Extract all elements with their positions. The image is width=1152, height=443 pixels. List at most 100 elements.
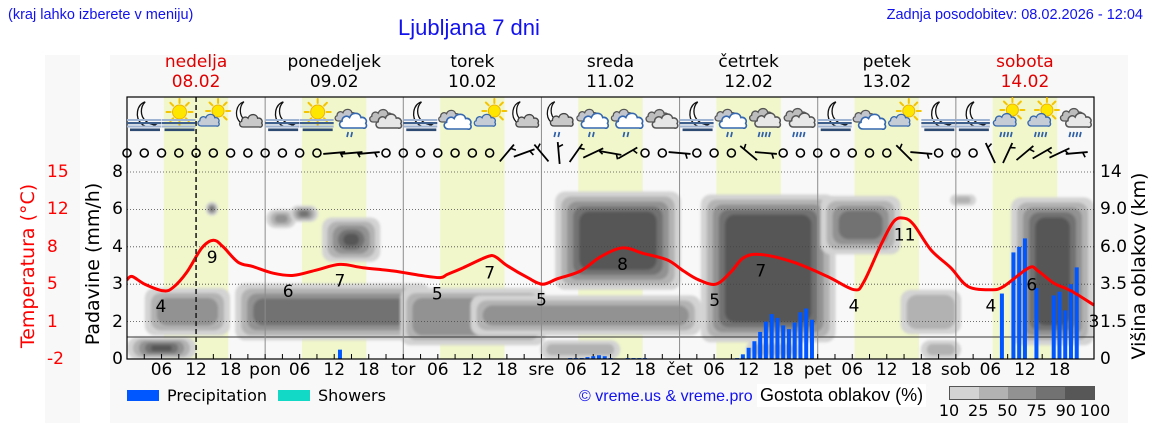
- precipitation-bar: [1063, 310, 1068, 359]
- calm-wind-icon: [433, 148, 443, 158]
- calm-wind-icon: [277, 148, 288, 158]
- x-tick-label: 06: [565, 360, 587, 380]
- x-tick-label: 12: [323, 360, 346, 380]
- calm-wind-icon: [951, 148, 961, 158]
- precipitation-bar: [798, 312, 803, 359]
- x-tick-label: 18: [219, 360, 242, 380]
- precipitation-tick: 8: [112, 162, 123, 182]
- temperature-tick: 8: [47, 236, 58, 257]
- cloud-drizzle-icon: [334, 108, 368, 138]
- temperature-value-label: 6: [1026, 276, 1037, 296]
- precipitation-bar: [786, 329, 791, 359]
- moon-fog-icon: [127, 101, 161, 132]
- temperature-curve: [125, 216, 1095, 307]
- wind-row: [122, 141, 1088, 165]
- x-tick-label: 06: [426, 360, 449, 380]
- cloud-density-heatmap: [127, 191, 1094, 359]
- wind-barb-icon: [1032, 146, 1053, 160]
- precipitation-bar: [602, 356, 607, 359]
- precipitation-bar: [999, 293, 1004, 359]
- scale-label: 100: [1079, 401, 1111, 420]
- precipitation-bar: [763, 321, 768, 359]
- scale-swatch-50: [1007, 387, 1037, 399]
- moon-fog-icon: [403, 101, 438, 132]
- precipitation-bar: [591, 356, 596, 359]
- cloud-height-tick: 3.5: [1100, 274, 1128, 295]
- calm-wind-icon: [156, 148, 167, 158]
- temperature-value-label: 5: [432, 284, 443, 304]
- precipitation-bar: [1022, 238, 1027, 359]
- wind-barb-icon: [895, 143, 913, 162]
- x-tick-label: sob: [940, 360, 971, 380]
- day-name: četrtek: [718, 52, 779, 72]
- day-name: nedelja: [164, 52, 228, 72]
- last-updated: Zadnja posodobitev: 08.02.2026 - 12:04: [886, 7, 1143, 23]
- precipitation-bar: [781, 325, 786, 359]
- x-tick-label: sre: [528, 360, 555, 380]
- cloud-density-area: [253, 298, 413, 326]
- precipitation-bar: [752, 341, 757, 359]
- precipitation-tick: 2: [112, 311, 123, 332]
- calm-wind-icon: [225, 148, 236, 158]
- calm-wind-icon: [881, 148, 892, 158]
- temperature-value-label: 6: [283, 282, 294, 302]
- temperature-value-label: 7: [335, 271, 346, 291]
- scale-swatch-90: [1065, 387, 1094, 399]
- precipitation-bar: [596, 355, 601, 359]
- day-date: 13.02: [862, 72, 912, 92]
- calm-wind-icon: [830, 148, 840, 158]
- precipitation-tick: 3: [112, 274, 123, 295]
- precipitation-bar: [337, 349, 342, 359]
- temperature-value-label: 8: [617, 255, 628, 275]
- cloud-density-scale: [949, 386, 1095, 400]
- calm-wind-icon: [692, 148, 702, 158]
- precipitation-bar: [1057, 291, 1062, 359]
- cloud-height-tick: 0: [1100, 349, 1111, 369]
- x-tick-label: 12: [185, 360, 207, 380]
- scale-swatch-75: [1036, 387, 1066, 399]
- day-date: 11.02: [586, 72, 635, 92]
- moon-cloud-icon: [235, 101, 263, 128]
- day-date: 14.02: [1000, 72, 1050, 92]
- x-tick-label: 06: [841, 360, 864, 380]
- sun-cloud-icon: [888, 98, 922, 127]
- sun-cloud-icon: [473, 98, 508, 127]
- day-date: 09.02: [309, 72, 359, 92]
- precipitation-bar: [585, 357, 590, 359]
- cloud-density-leg-title: Gostota oblakov (%): [757, 384, 927, 407]
- calm-wind-icon: [243, 148, 253, 158]
- showers-legend-label: Showers: [318, 386, 386, 405]
- cloud-height-tick: 14: [1100, 162, 1122, 182]
- temperature-tick: -2: [47, 349, 64, 369]
- calm-wind-icon: [778, 148, 788, 158]
- cloud-rain-icon: [749, 107, 782, 138]
- temperature-value-label: 4: [156, 297, 167, 317]
- scale-label: 75: [1026, 401, 1047, 420]
- calm-wind-icon: [968, 148, 978, 158]
- precipitation-bar: [1051, 295, 1056, 359]
- cloud-density-area: [151, 345, 173, 352]
- x-tick-label: 18: [910, 360, 933, 380]
- day-name: sobota: [996, 52, 1054, 72]
- temperature-line: [125, 216, 1095, 307]
- temperature-value-label: 7: [755, 262, 766, 282]
- location-hint[interactable]: (kraj lahko izberete v meniju): [8, 7, 194, 23]
- precipitation-bar: [1034, 287, 1039, 359]
- calm-wind-icon: [847, 148, 858, 158]
- precipitation-bar: [769, 314, 774, 359]
- cloud-density-area: [209, 206, 214, 212]
- x-tick-label: pon: [249, 360, 282, 380]
- calm-wind-icon: [381, 148, 391, 158]
- calm-wind-icon: [933, 148, 944, 158]
- x-tick-label: pet: [803, 360, 832, 380]
- credit-link[interactable]: © vreme.us & vreme.pro: [579, 388, 753, 405]
- precipitation-bar: [1011, 252, 1016, 359]
- precipitation-legend-swatch: [127, 390, 159, 401]
- cloud-density-area: [274, 214, 288, 223]
- precipitation-bar: [775, 317, 780, 359]
- x-tick-label: 12: [737, 360, 760, 380]
- cloud-density-area: [299, 211, 309, 217]
- cloud-density-area: [955, 196, 971, 204]
- scale-swatch-25: [978, 387, 1008, 399]
- calm-wind-icon: [812, 148, 823, 158]
